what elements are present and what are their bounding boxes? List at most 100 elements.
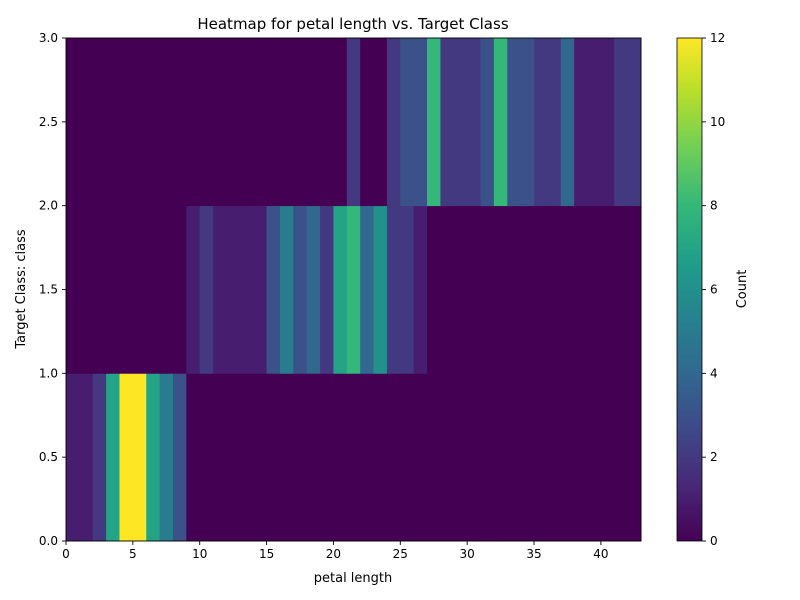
heatmap-cell [333,205,348,374]
y-tick-label: 0.5 [39,450,58,464]
heatmap-cell [574,38,588,207]
heatmap-cell [119,373,134,542]
heatmap-cell [306,205,321,374]
heatmap-cell [279,373,294,542]
heatmap-cell [360,38,374,207]
y-tick-label: 2.0 [39,199,58,213]
heatmap-cell [440,205,455,374]
heatmap-cell [132,373,147,542]
colorbar-tick-label: 4 [710,366,718,380]
heatmap-cell [453,38,468,207]
heatmap-cell [266,205,281,374]
heatmap-cell [400,373,415,542]
heatmap-cell [614,373,629,542]
heatmap-cell [239,205,254,374]
heatmap-cell [79,38,94,207]
heatmap-cell [534,373,548,542]
heatmap-cell [400,38,415,207]
heatmap-cell [320,205,334,374]
heatmap-cell [293,38,308,207]
heatmap-cell [600,38,615,207]
heatmap-cell [453,373,468,542]
x-tick-label: 0 [62,547,70,561]
colorbar-tick-label: 10 [710,115,725,129]
heatmap-cell [186,373,201,542]
heatmap-cell [79,373,94,542]
heatmap-cell [320,38,334,207]
heatmap-cell [440,373,455,542]
x-tick-label: 15 [259,547,274,561]
heatmap-cell [92,205,107,374]
heatmap-cell [534,38,548,207]
heatmap-cell [386,205,401,374]
heatmap-cell [480,38,495,207]
heatmap-cell [493,205,508,374]
colorbar-tick-label: 2 [710,450,718,464]
heatmap-cell [106,38,120,207]
colorbar [676,37,703,542]
heatmap-cell [66,38,80,207]
heatmap-cell [480,205,495,374]
heatmap-cell [320,373,334,542]
x-axis-ticks: 0 5 10 15 20 25 30 35 40 [62,541,609,561]
heatmap-cell [413,205,428,374]
heatmap-cell [293,205,308,374]
heatmap-cell [66,205,80,374]
heatmap-cell [507,205,522,374]
heatmap-cell [507,373,522,542]
heatmap-cell [534,205,548,374]
heatmap-cell [253,38,267,207]
heatmap-cell [213,38,227,207]
heatmap-cell [346,373,361,542]
y-tick-label: 0.0 [39,534,58,548]
colorbar-tick-label: 0 [710,534,718,548]
heatmap-cell [493,38,508,207]
y-tick-label: 2.5 [39,115,58,129]
heatmap-cell [132,38,147,207]
heatmap-cell [239,38,254,207]
heatmap-cell [132,205,147,374]
heatmap-cell [92,373,107,542]
heatmap-cell [172,205,187,374]
heatmap-cell [373,373,388,542]
heatmap-cell [119,38,134,207]
chart-title: Heatmap for petal length vs. Target Clas… [197,15,508,33]
heatmap-cell [614,205,629,374]
heatmap-cell [413,38,428,207]
heatmap-cell [199,38,214,207]
heatmap-cell [172,373,187,542]
heatmap-cell [226,38,241,207]
heatmap-cell [159,373,174,542]
heatmap-cell [587,38,602,207]
colorbar-ticks: 0 2 4 6 8 10 12 [702,31,725,548]
heatmap-cell [627,373,642,542]
y-axis-ticks: 0.0 0.5 1.0 1.5 2.0 2.5 3.0 [39,31,66,548]
heatmap-cell [226,373,241,542]
x-tick-label: 35 [526,547,541,561]
heatmap-cell [547,373,562,542]
colorbar-tick-label: 6 [710,283,718,297]
heatmap-cell [266,38,281,207]
heatmap-cell [253,205,267,374]
heatmap-cell [213,205,227,374]
colorbar-tick-label: 12 [710,31,725,45]
heatmap-cell [386,373,401,542]
heatmap-cell [427,373,441,542]
heatmap-cell [186,38,201,207]
heatmap-cell [239,373,254,542]
heatmap-cell [360,205,374,374]
heatmap-cell [427,205,441,374]
heatmap-cell [346,38,361,207]
heatmap-cell [467,205,481,374]
x-axis-label: petal length [314,571,393,586]
heatmap-cell [146,205,161,374]
heatmap-cell [92,38,107,207]
heatmap-cell [386,38,401,207]
heatmap-cell [106,205,120,374]
heatmap-cell [119,205,134,374]
heatmap-cell [427,38,441,207]
heatmap-cell [493,373,508,542]
heatmap-cell [199,373,214,542]
heatmap-cells [66,38,642,542]
heatmap-cell [400,205,415,374]
